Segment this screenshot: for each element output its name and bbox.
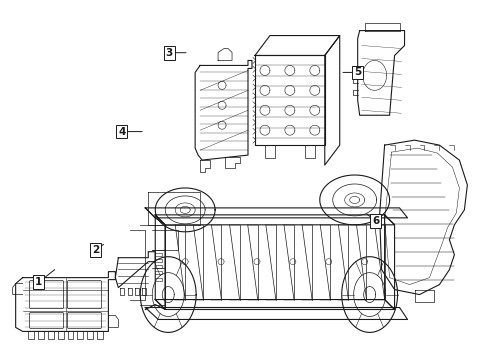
Text: 6: 6 — [372, 216, 380, 226]
Text: 1: 1 — [35, 277, 43, 287]
Text: 2: 2 — [92, 245, 99, 255]
Text: 4: 4 — [118, 127, 125, 136]
Text: 3: 3 — [166, 48, 173, 58]
Text: 5: 5 — [354, 67, 361, 77]
